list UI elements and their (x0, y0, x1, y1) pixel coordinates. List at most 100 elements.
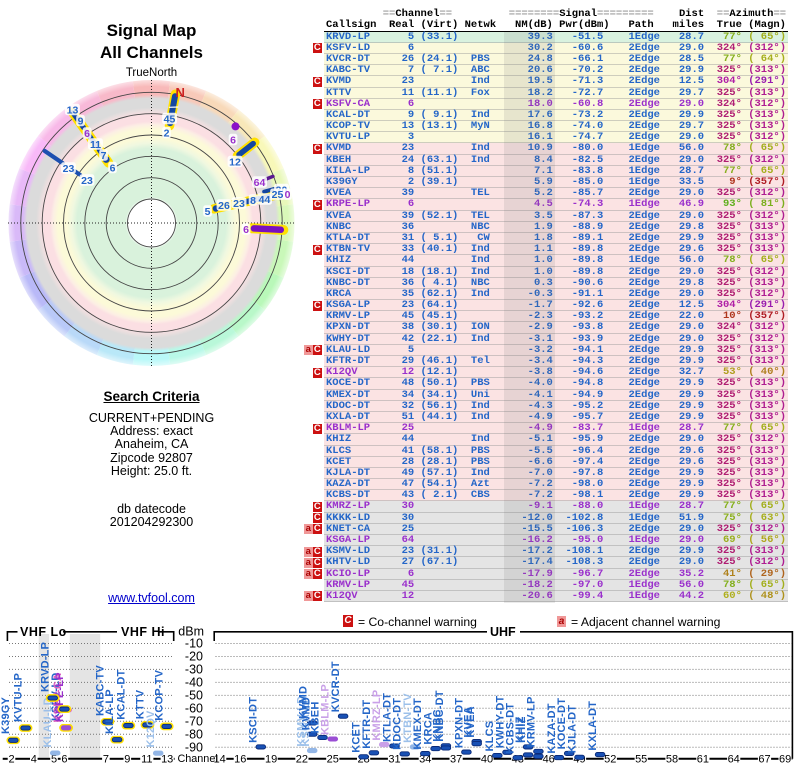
svg-text:UHF: UHF (490, 625, 516, 639)
svg-text:KRVD-LP: KRVD-LP (40, 642, 52, 692)
svg-text:KNBC-DT: KNBC-DT (434, 690, 446, 742)
svg-text:2: 2 (8, 754, 14, 766)
svg-text:13: 13 (161, 754, 173, 766)
svg-text:0: 0 (285, 189, 291, 201)
svg-text:12: 12 (229, 156, 241, 168)
svg-text:KAZA-DT: KAZA-DT (546, 703, 558, 753)
svg-text:34: 34 (419, 754, 431, 766)
svg-text:KPXN-DT: KPXN-DT (453, 698, 465, 748)
svg-text:8: 8 (250, 195, 256, 207)
svg-text:KDOC-DT: KDOC-DT (392, 698, 404, 750)
svg-text:9: 9 (124, 754, 130, 766)
svg-text:VHF Lo: VHF Lo (20, 625, 67, 639)
svg-text:6: 6 (110, 162, 116, 174)
svg-text:KCAL-DT: KCAL-DT (115, 669, 127, 719)
svg-text:11: 11 (141, 754, 152, 766)
svg-text:26: 26 (218, 200, 230, 212)
svg-text:KTLA-DT: KTLA-DT (381, 693, 393, 742)
svg-text:KSCI-DT: KSCI-DT (248, 697, 260, 743)
svg-text:KXLA-DT: KXLA-DT (587, 701, 599, 751)
svg-text:6: 6 (230, 134, 236, 146)
svg-text:19: 19 (265, 754, 277, 766)
svg-text:-40: -40 (185, 676, 203, 690)
svg-text:16: 16 (234, 754, 246, 766)
svg-text:23: 23 (81, 175, 93, 187)
svg-text:dBm: dBm (178, 625, 204, 639)
svg-text:KVEA: KVEA (462, 706, 474, 737)
svg-text:40: 40 (481, 754, 493, 766)
svg-text:44: 44 (259, 194, 271, 206)
svg-text:KVTU-LP: KVTU-LP (13, 673, 25, 722)
svg-text:61: 61 (697, 754, 709, 766)
svg-text:52: 52 (604, 754, 616, 766)
svg-text:31: 31 (388, 754, 400, 766)
svg-text:KMEX-DT: KMEX-DT (412, 698, 424, 750)
svg-text:-10: -10 (185, 637, 203, 651)
svg-text:14: 14 (214, 754, 226, 766)
svg-text:KVCR-DT: KVCR-DT (330, 661, 342, 712)
svg-text:KRMV-LP: KRMV-LP (525, 696, 537, 747)
svg-text:K12QV: K12QV (145, 710, 157, 748)
svg-text:25: 25 (327, 754, 339, 766)
svg-text:KSMV-LD: KSMV-LD (296, 696, 308, 747)
svg-text:23: 23 (233, 198, 245, 210)
svg-text:64: 64 (728, 754, 740, 766)
svg-text:KTTV: KTTV (134, 689, 146, 719)
svg-text:67: 67 (758, 754, 770, 766)
svg-text:N: N (176, 85, 185, 100)
svg-text:45: 45 (164, 113, 176, 125)
svg-text:-20: -20 (185, 650, 203, 664)
svg-text:KBLM-LP: KBLM-LP (320, 684, 332, 735)
svg-text:KLCS: KLCS (484, 721, 496, 752)
svg-text:KILA-LP: KILA-LP (104, 689, 116, 734)
svg-text:KTBN-TV: KTBN-TV (402, 693, 414, 743)
svg-text:KBEH: KBEH (309, 702, 321, 734)
svg-text:58: 58 (666, 754, 678, 766)
svg-text:64: 64 (254, 177, 266, 189)
svg-text:-30: -30 (185, 663, 203, 677)
svg-text:KRPE-LP: KRPE-LP (54, 672, 66, 722)
svg-text:KCOP-TV: KCOP-TV (154, 669, 166, 720)
svg-text:13: 13 (67, 104, 79, 116)
svg-text:KNBC: KNBC (432, 709, 444, 742)
svg-text:5: 5 (51, 754, 57, 766)
svg-text:9: 9 (78, 115, 84, 127)
svg-text:-90: -90 (185, 740, 203, 754)
svg-text:KLAU-LD: KLAU-LD (42, 697, 54, 747)
svg-text:22: 22 (296, 754, 308, 766)
svg-text:Channel: Channel (178, 753, 218, 765)
svg-text:-60: -60 (185, 702, 203, 716)
svg-text:-80: -80 (185, 727, 203, 741)
svg-text:55: 55 (635, 754, 647, 766)
svg-text:5: 5 (205, 206, 211, 218)
svg-text:VHF Hi: VHF Hi (121, 625, 165, 639)
svg-text:6: 6 (243, 224, 249, 236)
svg-text:11: 11 (90, 139, 101, 151)
svg-text:KJLA-DT: KJLA-DT (566, 705, 578, 754)
svg-text:-50: -50 (185, 689, 203, 703)
svg-text:K39GY: K39GY (0, 696, 12, 734)
svg-text:KWHY-DT: KWHY-DT (494, 695, 506, 748)
svg-text:KVMD: KVMD (301, 697, 313, 730)
svg-text:KRCA: KRCA (423, 712, 435, 745)
svg-text:KCBS-DT: KCBS-DT (505, 703, 517, 754)
svg-text:KMRZ-LP: KMRZ-LP (371, 690, 383, 741)
svg-text:KHIZ: KHIZ (514, 716, 526, 743)
svg-text:KSGA-LP: KSGA-LP (300, 696, 312, 747)
svg-text:7: 7 (103, 754, 109, 766)
svg-text:46: 46 (543, 754, 555, 766)
svg-text:KABC-TV: KABC-TV (94, 665, 106, 716)
svg-text:2: 2 (164, 127, 170, 139)
svg-text:KVMD: KVMD (298, 686, 310, 719)
svg-text:KCET: KCET (351, 722, 363, 753)
svg-text:25: 25 (272, 189, 284, 201)
svg-text:KFTR-DT: KFTR-DT (361, 700, 373, 749)
svg-text:KOCE-DT: KOCE-DT (556, 698, 568, 750)
svg-text:-70: -70 (185, 715, 203, 729)
svg-text:23: 23 (63, 163, 75, 175)
svg-text:6: 6 (61, 754, 67, 766)
svg-text:7: 7 (101, 150, 107, 162)
svg-text:4: 4 (31, 754, 37, 766)
svg-text:69: 69 (779, 754, 791, 766)
svg-text:6: 6 (84, 128, 90, 140)
